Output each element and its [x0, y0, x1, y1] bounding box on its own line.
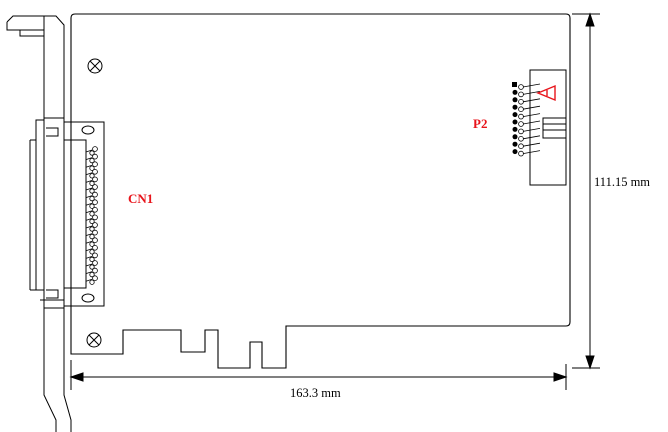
- cn1-pin: [85, 267, 98, 278]
- p2-pin: [512, 126, 541, 135]
- cn1-pin: [85, 229, 98, 240]
- cn1-pin: [85, 207, 98, 217]
- cn1-pin: [85, 275, 98, 285]
- cn1-pin: [85, 169, 98, 179]
- cn1-connector: [43, 117, 105, 309]
- pin1-triangle-icon: [536, 84, 556, 102]
- p2-pin: [512, 82, 541, 90]
- cn1-pin-array: [85, 146, 98, 285]
- p2-pin: [512, 141, 541, 150]
- p2-label: P2: [473, 116, 487, 131]
- cn1-pin: [85, 191, 98, 202]
- pcb-outline: [70, 13, 571, 369]
- p2-pin: [512, 97, 541, 105]
- mounting-bracket: [6, 15, 72, 432]
- height-dimension: [572, 12, 600, 370]
- cn1-pin: [85, 222, 98, 232]
- cn1-pin: [85, 153, 98, 164]
- cn1-pin: [85, 237, 98, 247]
- cn1-pin: [85, 260, 98, 270]
- height-dimension-label: 111.15 mm: [594, 175, 650, 189]
- cn1-pin: [85, 184, 98, 194]
- width-dimension-label: 163.3 mm: [290, 386, 341, 400]
- p2-pin: [512, 112, 541, 120]
- cn1-pin: [85, 176, 98, 186]
- p2-pin: [512, 119, 541, 127]
- p2-pin: [512, 104, 541, 112]
- cn1-pin: [85, 146, 98, 156]
- mounting-hole-icon: [87, 58, 103, 74]
- mounting-hole-icon: [86, 332, 102, 348]
- cn1-pin: [85, 214, 98, 224]
- cn1-pin: [85, 252, 98, 262]
- p2-header: [529, 69, 567, 186]
- cn1-label: CN1: [128, 191, 153, 206]
- p2-pin: [512, 149, 541, 157]
- cn1-pin: [85, 161, 98, 171]
- p2-pin: [512, 89, 541, 98]
- width-dimension: [69, 360, 568, 390]
- cn1-pin: [85, 199, 98, 209]
- p2-pin: [512, 134, 541, 142]
- cn1-pin: [85, 245, 98, 255]
- p2-pin-array: [512, 82, 541, 157]
